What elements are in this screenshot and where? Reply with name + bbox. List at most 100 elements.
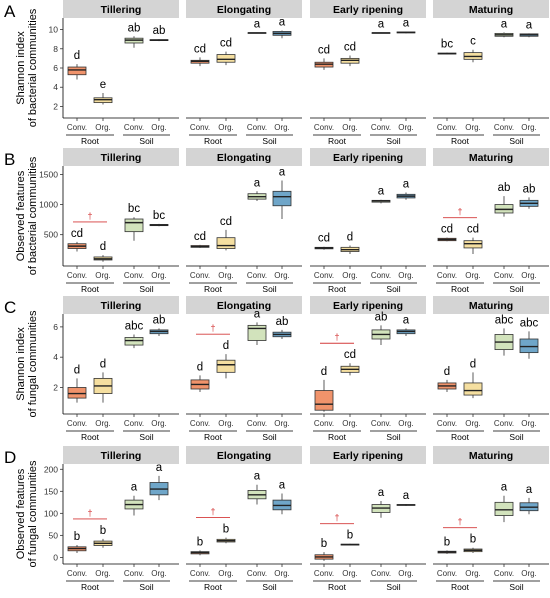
x-tick-label: Conv. [371,419,391,428]
y-tick-label: 1500 [39,169,58,179]
panel-label: C [4,298,16,317]
x-tick-label: Org. [274,419,290,428]
x-tick-label: Org. [274,569,290,578]
box [124,218,144,233]
significance-letter: bc [441,39,453,51]
x-tick-label: Conv. [494,271,514,280]
group-label: Soil [509,582,523,592]
group-label: Soil [139,284,153,294]
x-tick-label: Conv. [67,271,87,280]
x-tick-label: Org. [218,271,234,280]
x-tick-label: Org. [398,419,414,428]
significance-letter: cd [220,216,232,228]
x-tick-label: Org. [465,271,481,280]
significance-letter: cd [71,228,83,240]
group-label: Root [204,582,223,592]
box [314,390,334,411]
x-tick-label: Org. [274,271,290,280]
facet-strip [186,296,302,314]
y-axis-title-line1: Shannon index [15,31,27,105]
x-tick-label: Org. [95,271,111,280]
y-axis-title-line2: of bacterial communities [27,8,39,127]
facet-title: Elongating [217,4,271,16]
significance-letter: a [378,18,385,30]
significance-letter: cd [467,224,479,236]
significance-letter: cd [194,43,206,55]
y-axis-title-line1: Observed features [15,468,27,559]
significance-letter: a [279,166,286,178]
facet-strip [433,446,549,464]
y-tick-label: 0 [53,552,58,562]
significance-letter: b [74,531,80,543]
x-tick-label: Conv. [124,271,144,280]
significance-letter: d [100,358,106,370]
y-tick-label: 8 [53,44,58,54]
panel-label: B [4,150,15,169]
x-tick-label: Conv. [314,271,334,280]
group-label: Root [328,582,347,592]
facet-title: Early ripening [333,450,403,462]
facet-title: Maturing [469,152,513,164]
box [124,337,144,346]
group-label: Root [81,284,100,294]
group-label: Root [81,582,100,592]
x-tick-label: Conv. [67,419,87,428]
significance-letter: a [279,17,286,29]
x-tick-label: Conv. [494,569,514,578]
group-label: Soil [139,432,153,442]
y-axis-title-line2: of fungal communities [27,460,39,567]
significance-letter: b [347,530,353,542]
box [494,501,514,516]
x-tick-label: Org. [218,569,234,578]
significance-letter: ab [128,22,141,34]
y-tick-label: 100 [44,508,58,518]
significance-letter: a [156,462,163,474]
panel-label: A [4,2,16,21]
significance-letter: cd [318,233,330,245]
significance-letter: b [321,538,327,550]
x-tick-label: Conv. [247,271,267,280]
significance-letter: a [403,179,410,191]
significance-letter: abc [495,314,514,326]
significance-letter: cd [318,44,330,56]
x-tick-label: Org. [151,569,167,578]
y-axis-title: Observed featuresof bacterial communitie… [15,156,39,275]
y-tick-label: 4 [53,82,58,92]
x-tick-label: Org. [465,569,481,578]
x-tick-label: Conv. [437,271,457,280]
x-tick-label: Org. [342,271,358,280]
x-tick-label: Conv. [190,569,210,578]
y-axis-title-line1: Shannon index [15,327,27,401]
group-label: Soil [386,136,400,146]
x-tick-label: Org. [151,271,167,280]
x-tick-label: Org. [218,123,234,132]
x-tick-label: Org. [521,123,537,132]
x-tick-label: Conv. [314,419,334,428]
significance-letter: a [254,18,261,30]
group-label: Root [204,284,223,294]
significance-letter: b [444,536,450,548]
dagger-symbol: † [210,323,215,333]
significance-letter: b [223,524,229,536]
x-tick-label: Org. [465,419,481,428]
box [216,359,236,373]
facet-title: Maturing [469,4,513,16]
group-label: Soil [509,432,523,442]
significance-letter: cd [194,231,206,243]
x-tick-label: Conv. [67,569,87,578]
group-label: Soil [262,284,276,294]
significance-letter: a [501,18,508,30]
significance-letter: ab [153,314,166,326]
significance-letter: a [378,186,385,198]
box [247,324,267,341]
x-tick-label: Org. [151,123,167,132]
dagger-symbol: † [334,332,339,342]
x-tick-label: Conv. [190,271,210,280]
significance-letter: d [223,340,229,352]
significance-letter: a [131,482,138,494]
significance-letter: cd [441,224,453,236]
y-axis-title-line1: Observed features [15,170,27,261]
x-tick-label: Conv. [494,123,514,132]
facet-strip [63,0,179,18]
significance-letter: a [254,177,261,189]
